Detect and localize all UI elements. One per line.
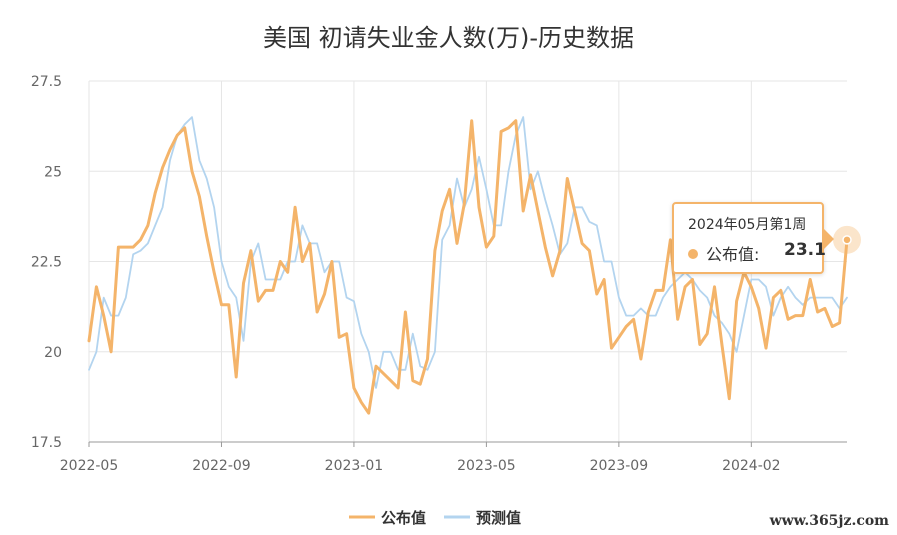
- x-tick-label: 2023-09: [590, 458, 649, 474]
- axes: 17.5 20 22.5 25 27.5 2022-05 2022-09 2023-01 202…: [31, 74, 847, 474]
- tooltip-series-dot: [688, 249, 698, 259]
- tooltip-date: 2024年05月第1周: [688, 217, 807, 233]
- tooltip: 2024年05月第1周 公布值: 23.1: [672, 202, 826, 274]
- x-tick-label: 2022-05: [60, 458, 119, 474]
- x-tick-label: 2024-02: [722, 458, 781, 474]
- x-tick-label: 2023-01: [325, 458, 384, 474]
- tooltip-pointer: [824, 229, 834, 249]
- legend-label-forecast[interactable]: 预测值: [476, 509, 521, 527]
- x-tick-label: 2022-09: [192, 458, 251, 474]
- series-line-published[interactable]: [87, 119, 849, 415]
- x-tick-label: 2023-05: [457, 458, 516, 474]
- chart-title: 美国 初请失业金人数(万)-历史数据: [262, 24, 634, 52]
- tooltip-series-label: 公布值:: [706, 245, 760, 264]
- tooltip-value: 23.1: [784, 240, 826, 260]
- y-tick-label: 25: [44, 164, 62, 180]
- y-tick-label: 22.5: [31, 255, 62, 271]
- y-tick-label: 17.5: [31, 435, 62, 451]
- y-tick-label: 27.5: [31, 74, 62, 90]
- highlight-markers: [833, 225, 861, 254]
- legend-label-published[interactable]: 公布值: [381, 509, 426, 527]
- highlight-point[interactable]: [842, 235, 852, 245]
- watermark: www.365jz.com: [769, 513, 889, 529]
- series-lines: [87, 116, 849, 415]
- series-line-forecast[interactable]: [88, 116, 848, 389]
- y-tick-label: 20: [44, 345, 62, 361]
- legend: 公布值 预测值: [349, 509, 521, 527]
